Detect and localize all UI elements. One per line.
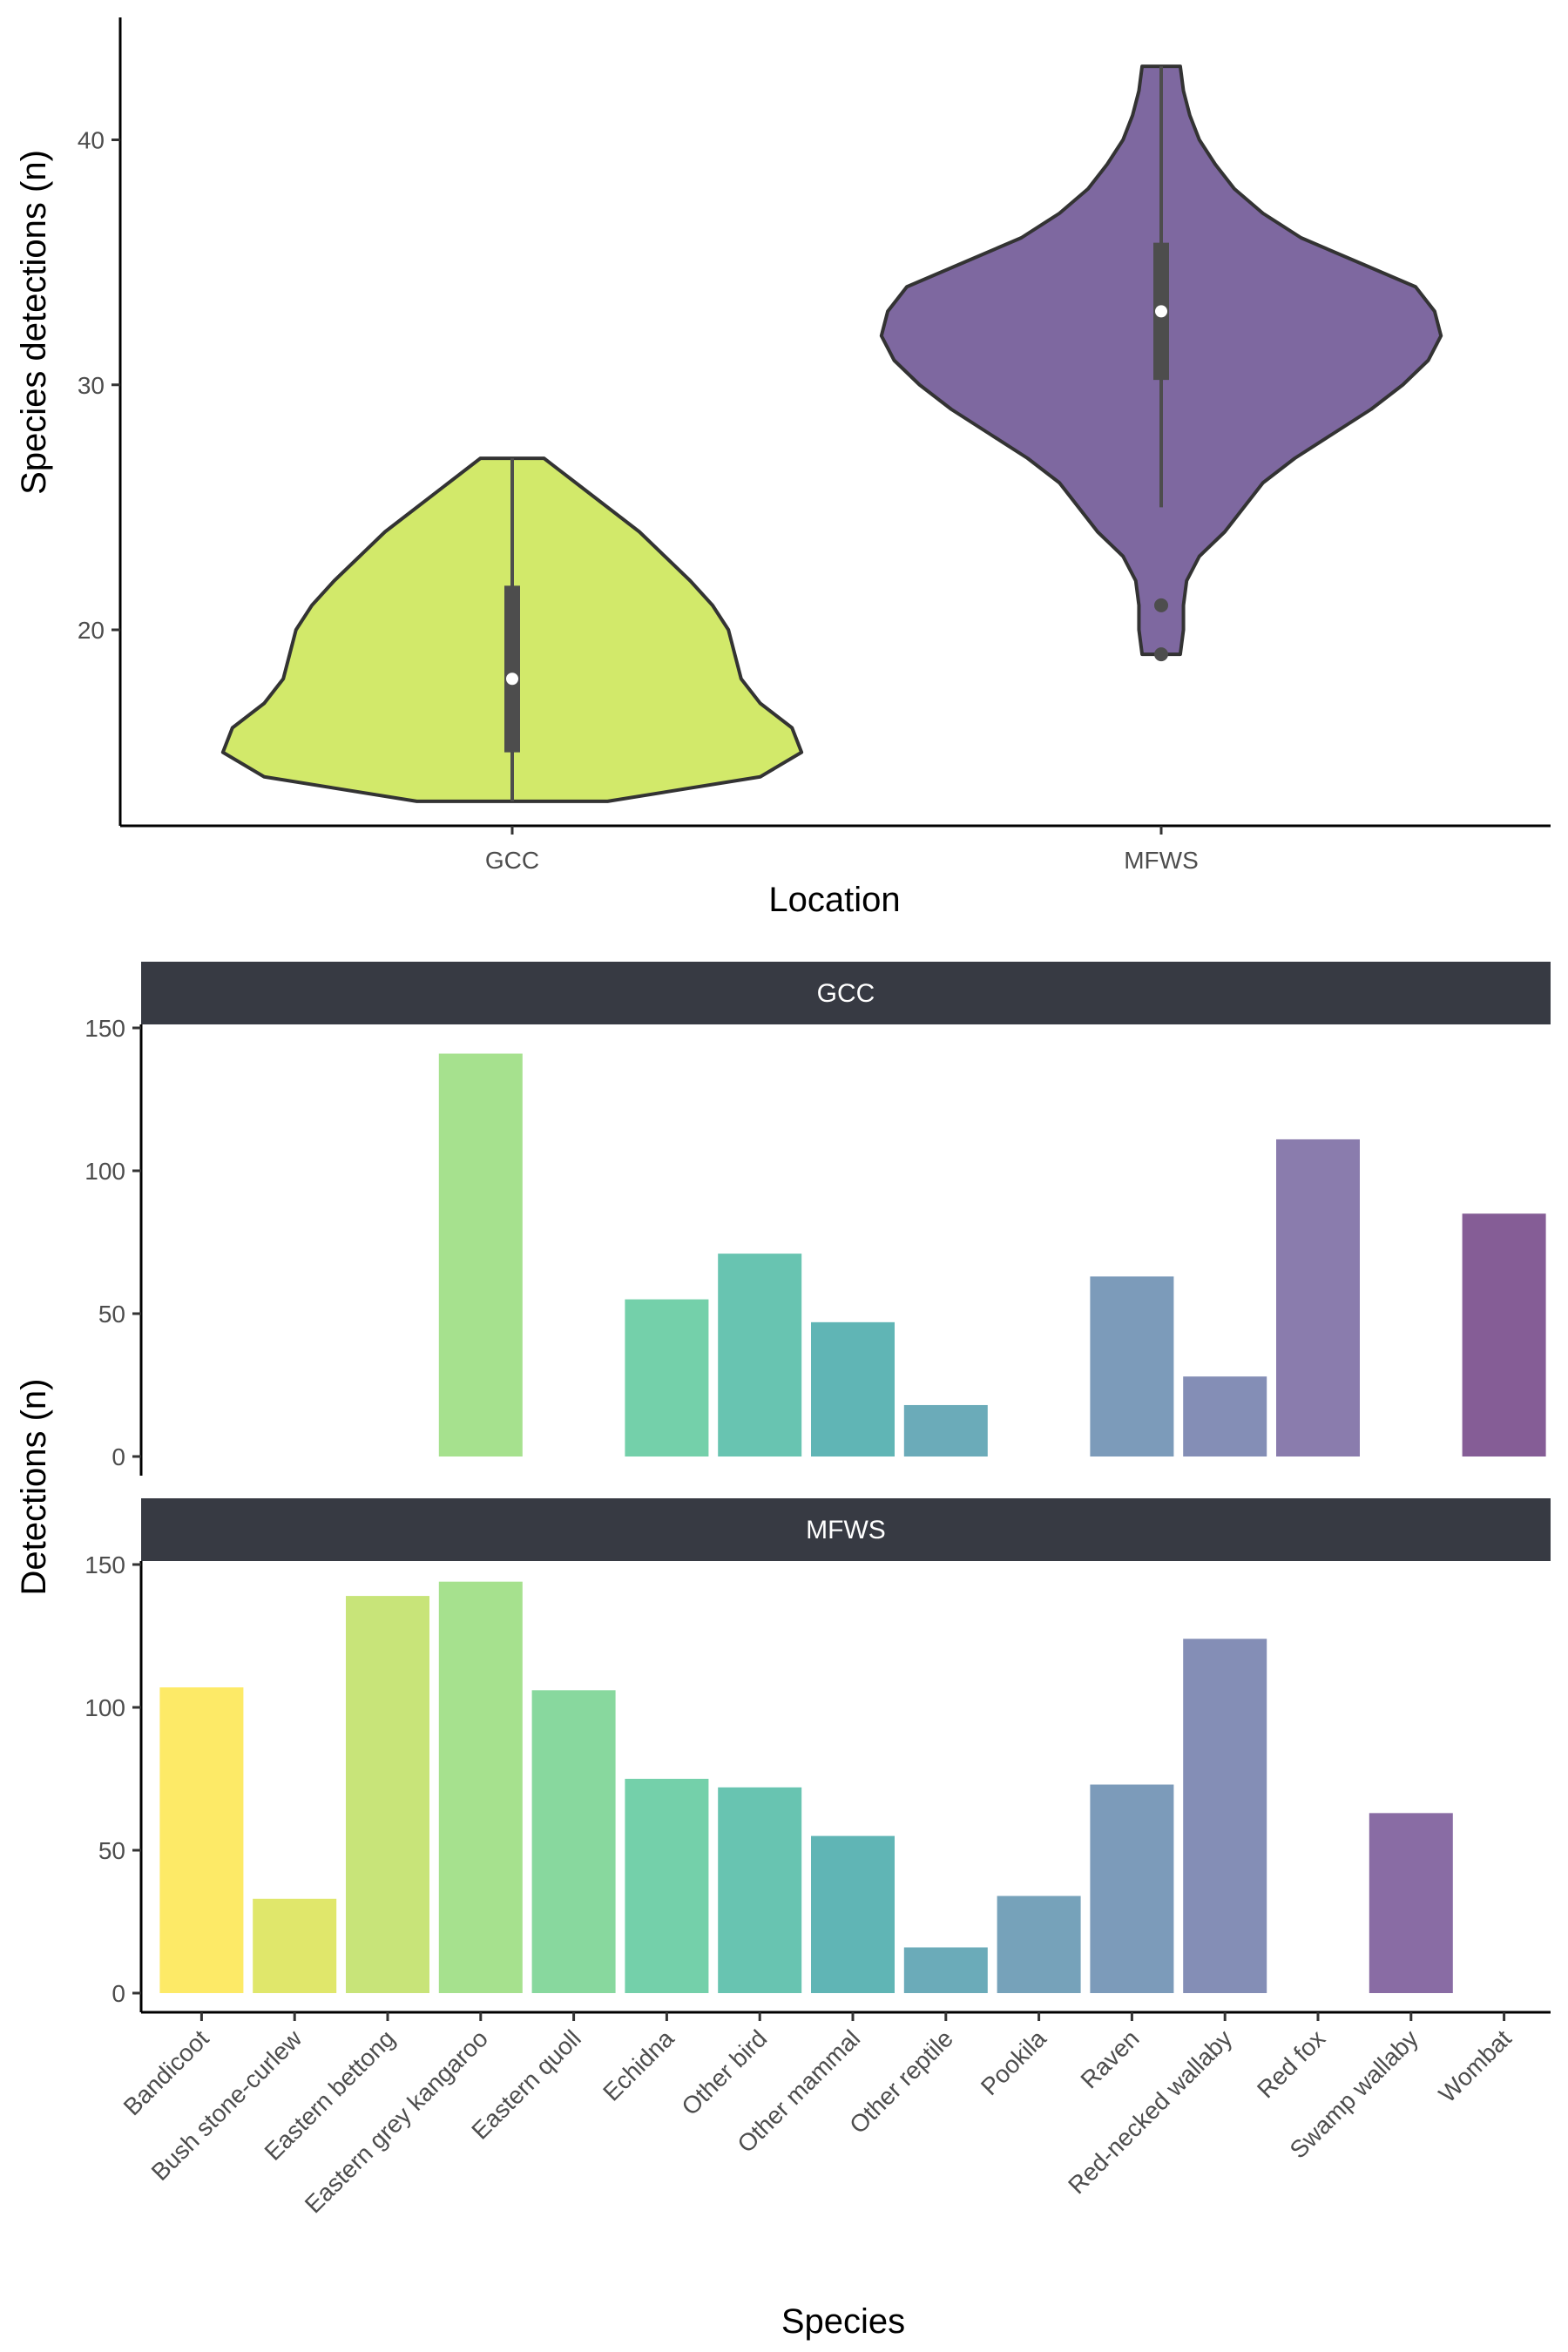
- facet-y-tick-label: 0: [112, 1980, 125, 2007]
- bar-y-axis-title: Detections (n): [15, 1379, 53, 1596]
- facet-y-tick-label: 50: [98, 1301, 125, 1328]
- violin-shapes: [220, 64, 1443, 803]
- bar: [346, 1596, 429, 1993]
- facet-y-tick-label: 100: [84, 1694, 125, 1721]
- bar: [1369, 1813, 1453, 1993]
- facet-strip: [141, 1498, 1551, 1561]
- violin-y-ticks: 20 30 40: [78, 127, 120, 644]
- bar: [1090, 1784, 1174, 1993]
- bar: [438, 1581, 523, 1993]
- facet-gcc: GCC 0 50 100 150: [84, 962, 1551, 1476]
- violin-panel: 20 30 40 GCC MFWS Location Species detectio…: [15, 17, 1551, 919]
- bar: [811, 1835, 895, 1993]
- bar: [625, 1299, 709, 1456]
- violin-outlier-point: [1154, 647, 1168, 662]
- violin-outlier-point: [1154, 598, 1168, 612]
- bar: [1090, 1276, 1174, 1456]
- violin-y-axis-title: Species detections (n): [15, 150, 53, 495]
- bar-x-axis-title: Species: [781, 2302, 905, 2341]
- bar: [531, 1690, 616, 1993]
- bar: [159, 1687, 244, 1993]
- bar: [625, 1779, 709, 1993]
- bar-facets: GCC 0 50 100 150 MFWS 0 50 100 150: [84, 962, 1551, 2012]
- bar: [997, 1896, 1081, 1993]
- violin-x-tick-label: MFWS: [1124, 847, 1199, 874]
- bar: [1276, 1139, 1360, 1456]
- bar: [811, 1321, 895, 1456]
- bar: [253, 1898, 337, 1993]
- violin-x-ticks: GCC MFWS: [485, 826, 1199, 874]
- violin-x-axis-title: Location: [768, 881, 900, 919]
- violin-y-tick-label: 20: [78, 617, 105, 644]
- facet-strip: [141, 962, 1551, 1024]
- facet-y-tick-label: 0: [112, 1443, 125, 1470]
- facet-mfws: MFWS 0 50 100 150: [84, 1498, 1551, 2012]
- facet-y-tick-label: 100: [84, 1158, 125, 1185]
- violin-x-tick-label: GCC: [485, 847, 539, 874]
- bar: [718, 1787, 802, 1993]
- facet-y-tick-label: 150: [84, 1015, 125, 1042]
- bar: [718, 1254, 802, 1456]
- violin-median-point: [506, 672, 518, 686]
- bar: [1462, 1213, 1546, 1456]
- facet-strip-label: MFWS: [806, 1516, 886, 1544]
- bar: [903, 1404, 988, 1456]
- violin-median-point: [1155, 305, 1167, 318]
- bar: [1183, 1376, 1267, 1456]
- bar: [1183, 1639, 1267, 1993]
- facet-strip-label: GCC: [817, 979, 875, 1008]
- facet-y-tick-label: 50: [98, 1837, 125, 1864]
- facet-y-tick-label: 150: [84, 1551, 125, 1578]
- bar: [903, 1947, 988, 1993]
- violin-y-tick-label: 30: [78, 372, 105, 399]
- bar: [438, 1053, 523, 1456]
- violin-y-tick-label: 40: [78, 127, 105, 154]
- violin-iqr-box: [504, 585, 520, 753]
